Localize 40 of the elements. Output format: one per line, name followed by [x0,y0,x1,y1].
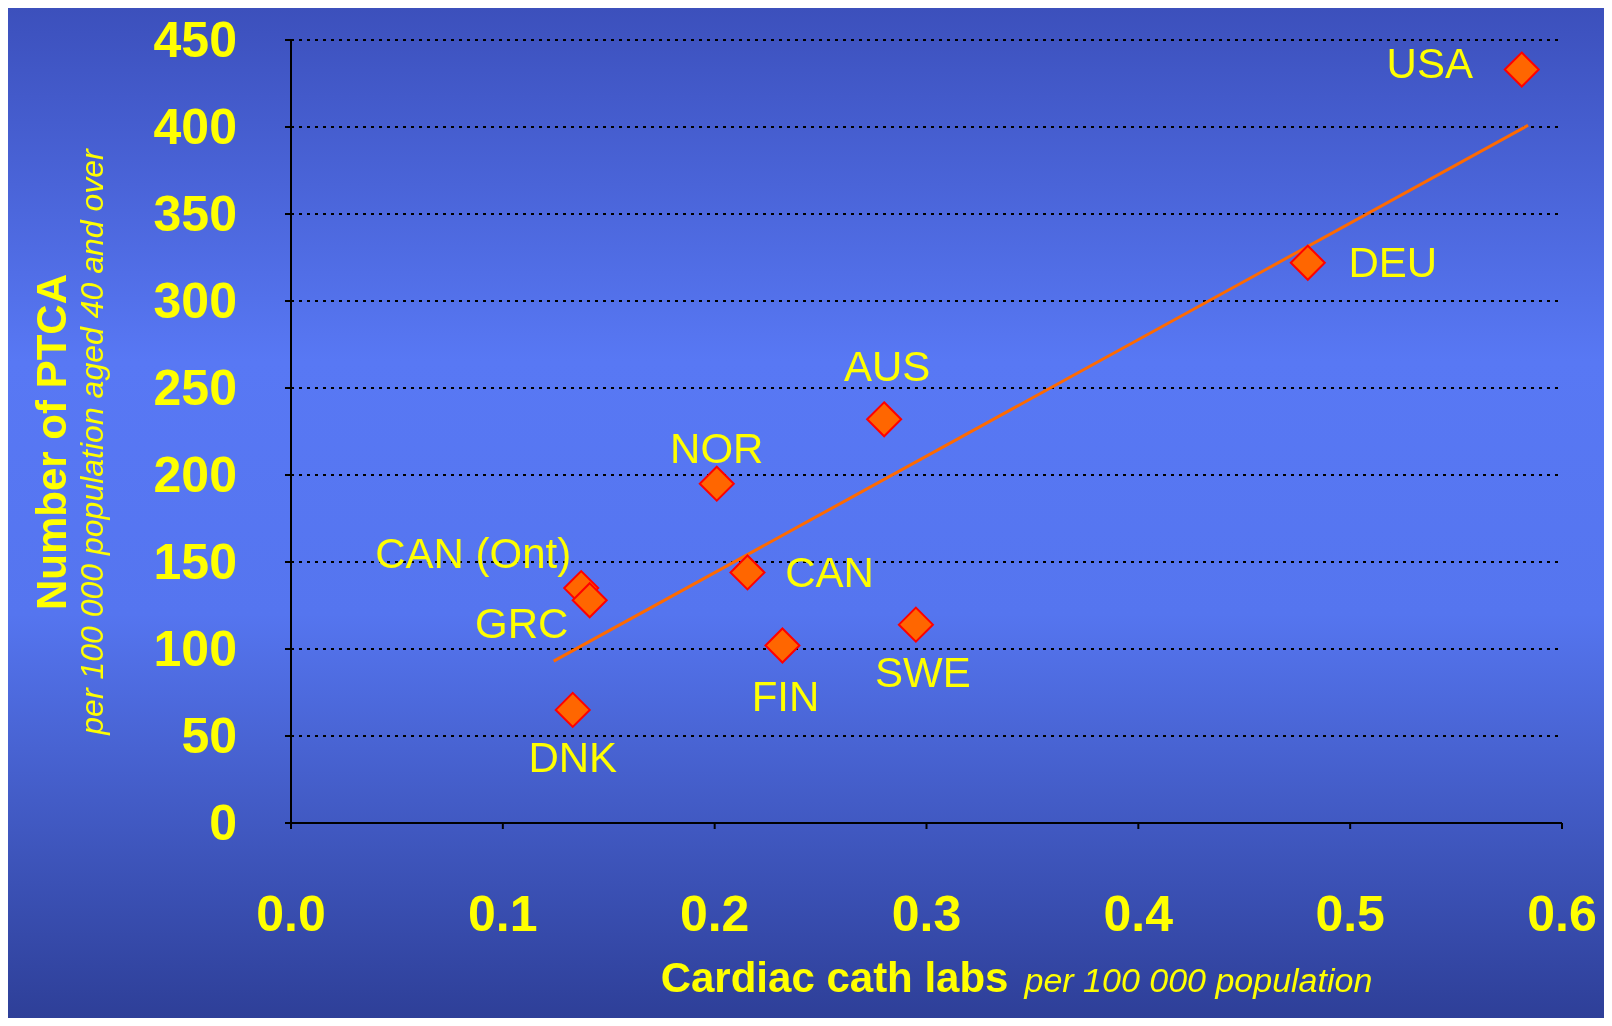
point [1503,51,1540,88]
y-tick-label: 100 [153,621,237,677]
point [729,554,766,591]
point [698,465,735,502]
x-tick-label: 0.5 [1315,886,1385,942]
y-tick-label: 250 [153,360,237,416]
annotation: AUS [843,343,931,392]
text: per 100 000 population [1024,961,1373,999]
point [764,627,801,664]
point [866,401,903,438]
annotation: FIN [751,672,820,721]
y-tick-label: 150 [153,534,237,590]
point [1289,244,1326,281]
x-tick-label: 0.3 [891,886,962,942]
x-tick-label: 0.6 [1527,886,1597,942]
x-axis-title: Cardiac cath labs [660,954,1009,1001]
y-tick-label: 300 [153,273,237,329]
y-tick-label: 350 [153,186,237,242]
annotation: CAN (Ont) [375,530,572,579]
text: per 100 000 population aged 40 and over [74,148,111,735]
point [571,582,608,619]
annotation: DNK [528,733,618,782]
y-tick-label: 450 [153,12,237,68]
annotation: SWE [875,648,971,697]
x-tick-label: 0.0 [256,886,326,942]
y-tick-label: 400 [153,99,237,155]
x-tick-label: 0.2 [679,886,750,942]
annotation: GRC [475,600,569,649]
y-axis-title: Number of PTCA [28,272,76,612]
point [897,606,934,643]
annotation: USA [1386,39,1473,88]
y-tick-label: 200 [153,447,237,503]
y-tick-label: 0 [209,795,237,851]
x-tick-label: 0.1 [468,886,538,942]
y-tick-label: 50 [181,708,237,764]
annotation: CAN [785,549,874,598]
point [554,691,591,728]
x-tick-label: 0.4 [1103,886,1174,942]
annotation: DEU [1348,238,1438,287]
annotation: NOR [670,424,764,473]
